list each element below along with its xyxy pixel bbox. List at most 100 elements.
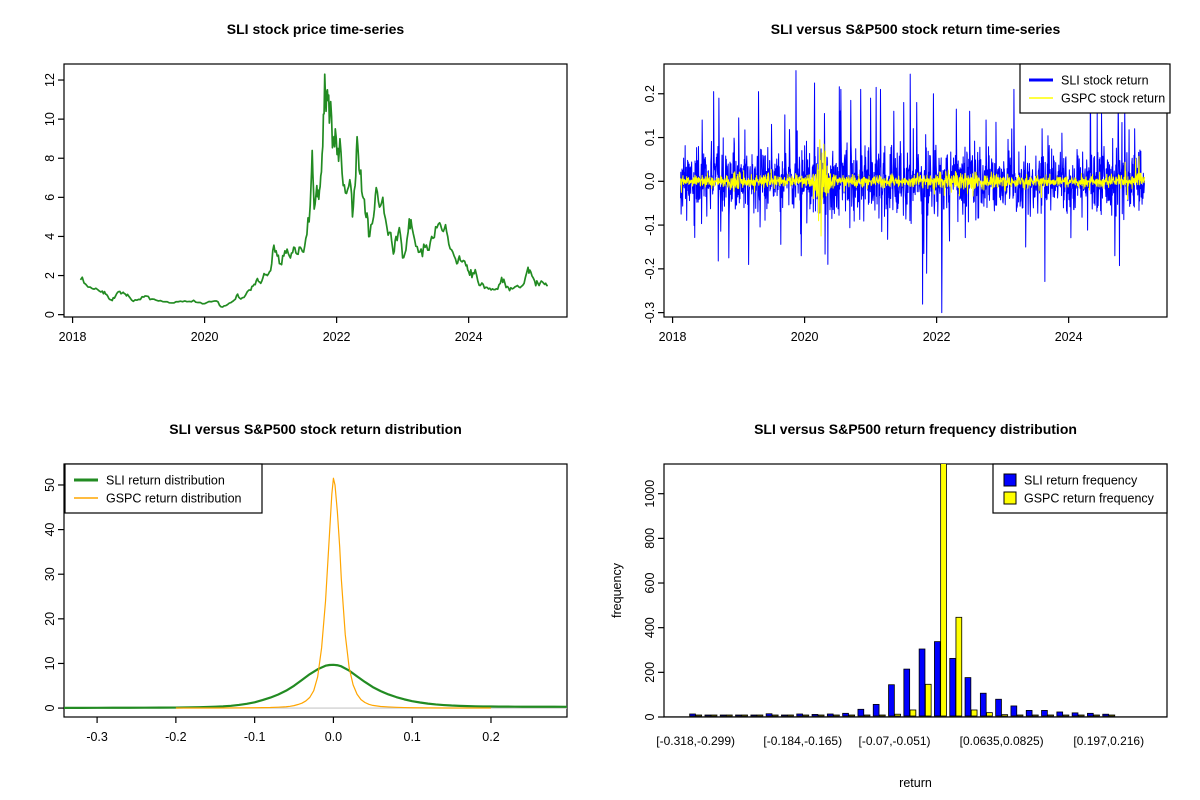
y-tick-label: 6 <box>43 194 57 201</box>
panel-sli-price-time-series: SLI stock price time-series 0 2 4 6 8 10 12 2018… <box>0 0 600 400</box>
x-tick-label: 2018 <box>59 330 87 344</box>
y-tick-label: 20 <box>43 612 57 626</box>
gspc-frequency-bar <box>1032 714 1039 717</box>
panel-return-distribution-density: SLI versus S&P500 stock return distribut… <box>0 400 600 800</box>
y-tick-label: 0.0 <box>643 173 657 190</box>
gspc-frequency-bar <box>894 713 901 717</box>
x-tick-label: 0.1 <box>404 730 421 744</box>
gspc-frequency-bar <box>986 712 993 717</box>
sli-price-line <box>79 73 549 308</box>
legend-box <box>1019 63 1171 114</box>
legend-square-swatch <box>1003 473 1017 487</box>
x-tick-label: 2020 <box>791 330 819 344</box>
bin-label: [-0.184,-0.165) <box>763 734 842 748</box>
legend-square-swatch <box>1003 491 1017 505</box>
legend-label: SLI return frequency <box>1024 474 1138 488</box>
gspc-frequency-bar <box>1108 714 1116 717</box>
y-tick-label: 1000 <box>643 480 657 508</box>
sli-frequency-bar <box>1102 713 1109 717</box>
sli-frequency-bar <box>750 714 758 717</box>
plot-box <box>663 63 1168 318</box>
x-tick-label: 0.0 <box>325 730 342 744</box>
gspc-frequency-bar <box>756 714 764 717</box>
chart-title: SLI stock price time-series <box>227 21 405 37</box>
gspc-frequency-bar <box>710 714 718 717</box>
sli-frequency-bar <box>765 713 773 717</box>
sli-frequency-bar <box>719 714 727 717</box>
gspc-frequency-bar <box>726 714 733 717</box>
y-tick-label: 30 <box>43 567 57 581</box>
x-tick-label: 0.2 <box>482 730 499 744</box>
gspc-frequency-bar <box>1016 714 1024 717</box>
legend-label: SLI stock return <box>1061 74 1149 88</box>
gspc-frequency-bar <box>879 714 886 717</box>
y-tick-label: 0 <box>43 311 57 318</box>
sli-frequency-bar <box>979 692 987 717</box>
gspc-stock-return-line <box>680 139 1146 237</box>
gspc-frequency-bar <box>802 714 810 717</box>
sli-return-distribution-line <box>64 663 567 709</box>
sli-frequency-bar <box>811 714 819 717</box>
sli-frequency-bar <box>735 714 742 717</box>
sli-stock-return-line <box>680 70 1146 314</box>
gspc-frequency-bar <box>1047 714 1054 717</box>
y-tick-label: 400 <box>643 617 657 638</box>
bin-label: [-0.318,-0.299) <box>656 734 735 748</box>
x-tick-label: 2022 <box>323 330 351 344</box>
gspc-frequency-bar <box>741 714 748 717</box>
legend-label: SLI return distribution <box>106 474 225 488</box>
gspc-frequency-bar <box>695 714 703 717</box>
y-tick-label: 0 <box>43 705 57 712</box>
plot-box <box>63 63 568 318</box>
plot-area <box>79 73 549 308</box>
sli-frequency-bar <box>689 713 696 717</box>
x-tick-label: 2024 <box>455 330 483 344</box>
sli-frequency-bar <box>1071 712 1079 717</box>
return-distribution-density-svg: SLI versus S&P500 stock return distribut… <box>43 421 568 744</box>
gspc-frequency-bar <box>787 714 794 717</box>
x-tick-label: 2024 <box>1055 330 1083 344</box>
y-tick-label: 800 <box>643 528 657 549</box>
legend-label: GSPC return distribution <box>106 492 242 506</box>
legend-label: GSPC return frequency <box>1024 492 1155 506</box>
gspc-frequency-bar <box>1077 714 1085 717</box>
gspc-frequency-bar <box>909 709 917 717</box>
bin-label: [0.197,0.216) <box>1073 734 1144 748</box>
sli-frequency-bar <box>781 714 788 717</box>
gspc-frequency-bar <box>1001 714 1009 717</box>
gspc-frequency-bar <box>1093 714 1100 717</box>
y-tick-label: 40 <box>43 523 57 537</box>
gspc-frequency-bar <box>1062 714 1070 717</box>
gspc-frequency-bar <box>970 709 978 717</box>
x-axis-label: return <box>899 776 932 790</box>
panel-sli-vs-sp500-return-time-series: SLI versus S&P500 stock return time-seri… <box>600 0 1200 400</box>
y-tick-label: -0.1 <box>643 214 657 236</box>
sli-frequency-bar <box>857 708 865 717</box>
gspc-frequency-bar <box>955 616 963 717</box>
y-tick-label: 0.2 <box>643 85 657 102</box>
y-tick-label: 4 <box>43 233 57 240</box>
sli-frequency-bar <box>964 677 972 717</box>
y-tick-label: 0.1 <box>643 129 657 146</box>
sli-frequency-bar <box>842 712 849 717</box>
x-tick-label: 2020 <box>191 330 219 344</box>
sli-frequency-bar <box>1056 711 1064 717</box>
gspc-frequency-bar <box>817 714 825 717</box>
y-tick-label: 12 <box>43 73 57 87</box>
sli-frequency-bar <box>1010 705 1018 717</box>
sli-frequency-bar <box>949 657 956 717</box>
plot-area <box>664 464 1167 717</box>
y-tick-label: 200 <box>643 662 657 683</box>
gspc-frequency-bar <box>863 714 871 717</box>
bin-label: [0.0635,0.0825) <box>960 734 1044 748</box>
chart-title: SLI versus S&P500 stock return distribut… <box>169 421 462 437</box>
sli-frequency-bar <box>934 641 941 717</box>
gspc-frequency-bar <box>833 714 840 717</box>
sli-frequency-bar <box>918 648 926 717</box>
gspc-frequency-bar <box>924 683 932 717</box>
sli-frequency-bar <box>995 698 1002 717</box>
y-tick-label: 8 <box>43 155 57 162</box>
bin-label: [-0.07,-0.051) <box>859 734 931 748</box>
sli-price-time-series-svg: SLI stock price time-series 0 2 4 6 8 10 12 2018… <box>43 21 568 344</box>
panel-return-frequency-histogram: SLI versus S&P500 return frequency distr… <box>600 400 1200 800</box>
